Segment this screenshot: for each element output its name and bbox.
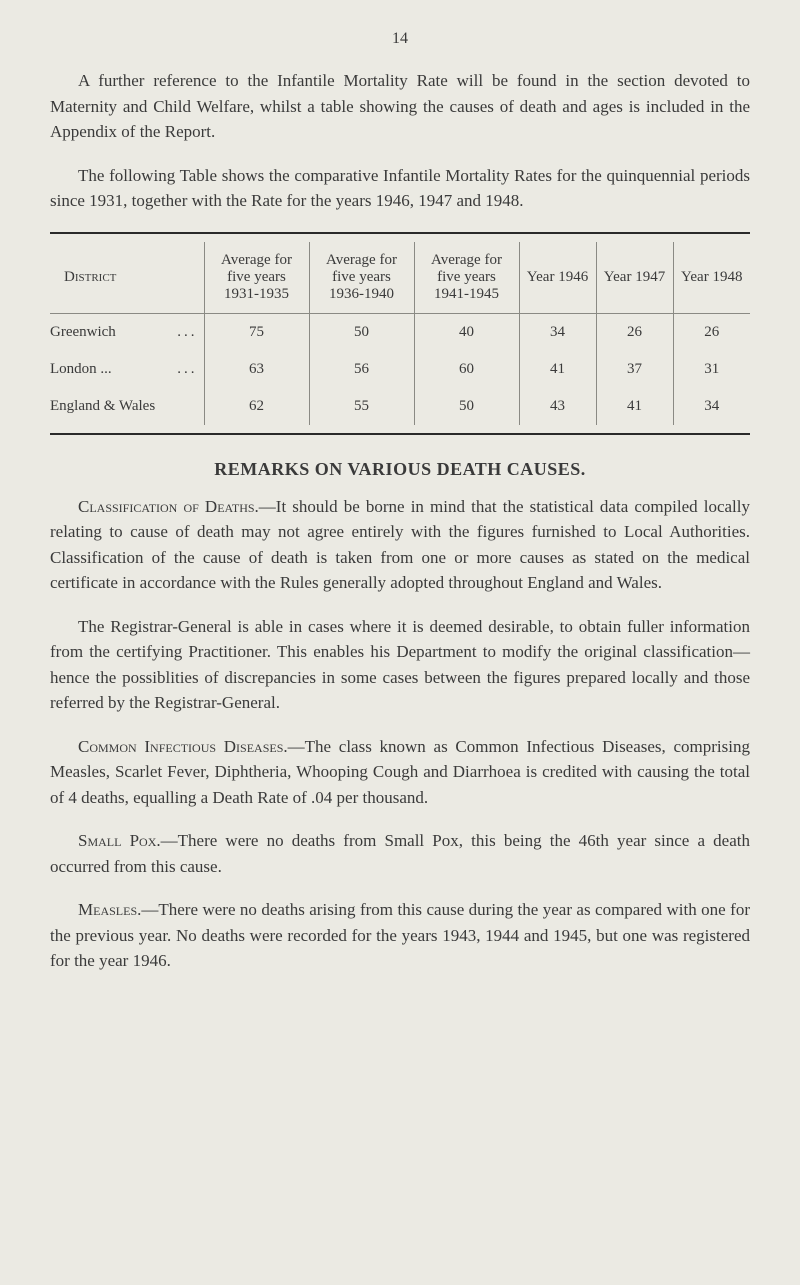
leader-dots: ... (177, 361, 197, 378)
paragraph-2: The following Table shows the comparativ… (50, 163, 750, 214)
cell-value: 50 (414, 388, 519, 425)
cell-value: 43 (519, 388, 596, 425)
table-header-row: District Average for five years 1931-193… (50, 242, 750, 314)
col-year-1946: Year 1946 (519, 242, 596, 314)
para-body: —There were no deaths arising from this … (50, 900, 750, 970)
cell-district: London ... ... (50, 351, 204, 388)
lead-smallcaps: Small Pox. (78, 831, 161, 850)
cell-value: 31 (673, 351, 750, 388)
cell-value: 60 (414, 351, 519, 388)
paragraph-common: Common Infectious Diseases.—The class kn… (50, 734, 750, 811)
col-avg-1941-1945: Average for five years 1941-1945 (414, 242, 519, 314)
cell-value: 26 (596, 313, 673, 351)
cell-value: 34 (519, 313, 596, 351)
cell-value: 55 (309, 388, 414, 425)
col-avg-1936-1940: Average for five years 1936-1940 (309, 242, 414, 314)
cell-value: 62 (204, 388, 309, 425)
col-year-1947: Year 1947 (596, 242, 673, 314)
district-name: England & Wales (50, 398, 155, 415)
table-row: London ... ... 63 56 60 41 37 31 (50, 351, 750, 388)
paragraph-measles: Measles.—There were no deaths arising fr… (50, 897, 750, 974)
lead-smallcaps: Measles. (78, 900, 141, 919)
section-title: REMARKS ON VARIOUS DEATH CAUSES. (50, 459, 750, 480)
cell-value: 37 (596, 351, 673, 388)
col-year-1948: Year 1948 (673, 242, 750, 314)
col-district: District (50, 242, 204, 314)
lead-smallcaps: Common Infectious Diseases. (78, 737, 288, 756)
cell-value: 50 (309, 313, 414, 351)
cell-value: 41 (596, 388, 673, 425)
cell-district: Greenwich ... (50, 313, 204, 351)
paragraph-1: A further reference to the Infantile Mor… (50, 68, 750, 145)
cell-value: 34 (673, 388, 750, 425)
table-row: England & Wales 62 55 50 43 41 34 (50, 388, 750, 425)
paragraph-classification: Classification of Deaths.—It should be b… (50, 494, 750, 596)
table-row: Greenwich ... 75 50 40 34 26 26 (50, 313, 750, 351)
district-name: London ... (50, 361, 112, 378)
paragraph-smallpox: Small Pox.—There were no deaths from Sma… (50, 828, 750, 879)
cell-value: 63 (204, 351, 309, 388)
cell-value: 40 (414, 313, 519, 351)
mortality-table: District Average for five years 1931-193… (50, 242, 750, 425)
table-top-rule (50, 232, 750, 234)
cell-value: 26 (673, 313, 750, 351)
leader-dots: ... (177, 324, 197, 341)
cell-district: England & Wales (50, 388, 204, 425)
col-avg-1931-1935: Average for five years 1931-1935 (204, 242, 309, 314)
lead-smallcaps: Classification of Deaths. (78, 497, 259, 516)
cell-value: 56 (309, 351, 414, 388)
paragraph-registrar: The Registrar-General is able in cases w… (50, 614, 750, 716)
page-number: 14 (50, 30, 750, 48)
district-name: Greenwich (50, 324, 116, 341)
cell-value: 75 (204, 313, 309, 351)
table-bottom-rule (50, 433, 750, 435)
cell-value: 41 (519, 351, 596, 388)
